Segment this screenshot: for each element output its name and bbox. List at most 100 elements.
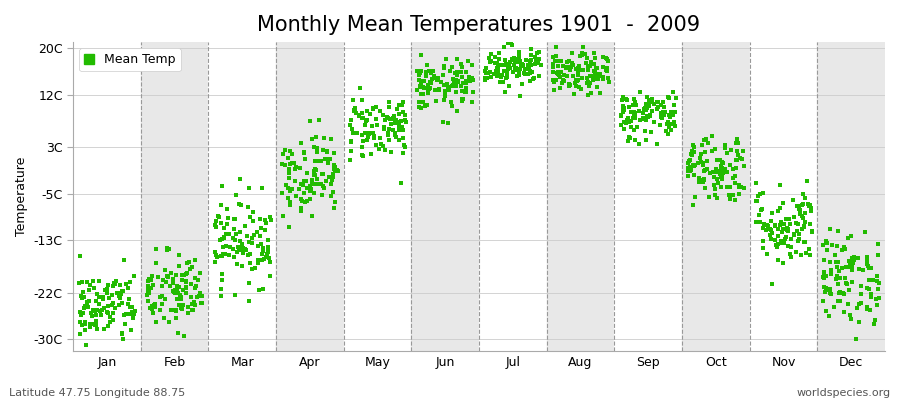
- Point: [140, 292, 154, 298]
- Point: [309, 134, 323, 141]
- Point: [412, 76, 427, 83]
- Point: [316, 183, 330, 189]
- Point: [75, 279, 89, 285]
- Point: [423, 85, 437, 92]
- Point: [158, 296, 172, 302]
- Point: [526, 75, 541, 82]
- Point: [465, 62, 480, 68]
- Point: [214, 253, 229, 260]
- Point: [823, 290, 837, 296]
- Point: [868, 316, 882, 323]
- Point: [692, 178, 706, 185]
- Point: [455, 96, 470, 102]
- Point: [428, 97, 443, 104]
- Point: [148, 260, 163, 266]
- Point: [780, 226, 795, 232]
- Point: [727, 180, 742, 186]
- Point: [153, 306, 167, 313]
- Point: [647, 101, 662, 108]
- Point: [82, 287, 96, 293]
- Point: [620, 96, 634, 103]
- Point: [289, 164, 303, 170]
- Point: [562, 83, 576, 89]
- Point: [444, 99, 458, 106]
- Point: [507, 62, 521, 69]
- Point: [513, 92, 527, 99]
- Point: [86, 321, 101, 327]
- Point: [103, 294, 117, 301]
- Point: [500, 69, 514, 76]
- Point: [378, 147, 392, 153]
- Point: [94, 306, 109, 313]
- Point: [786, 196, 800, 203]
- Point: [94, 312, 108, 318]
- Point: [308, 158, 322, 164]
- Point: [698, 166, 712, 173]
- Point: [713, 171, 727, 177]
- Point: [571, 65, 585, 72]
- Point: [466, 77, 481, 84]
- Point: [242, 298, 256, 304]
- Point: [795, 213, 809, 219]
- Point: [546, 64, 561, 70]
- Point: [252, 286, 266, 293]
- Point: [235, 240, 249, 247]
- Point: [73, 319, 87, 326]
- Point: [346, 97, 361, 103]
- Point: [680, 164, 695, 171]
- Point: [100, 286, 114, 292]
- Point: [359, 118, 374, 124]
- Point: [519, 56, 534, 63]
- Point: [356, 153, 370, 160]
- Point: [320, 156, 334, 162]
- Point: [436, 119, 450, 126]
- Point: [140, 283, 155, 289]
- Point: [780, 225, 795, 232]
- Point: [166, 288, 180, 294]
- Point: [843, 262, 858, 268]
- Point: [306, 172, 320, 178]
- Point: [523, 68, 537, 74]
- Point: [369, 104, 383, 110]
- Point: [518, 66, 533, 72]
- Point: [179, 283, 194, 290]
- Title: Monthly Mean Temperatures 1901  -  2009: Monthly Mean Temperatures 1901 - 2009: [257, 15, 700, 35]
- Point: [662, 113, 677, 119]
- Point: [839, 280, 853, 286]
- Point: [144, 277, 158, 283]
- Point: [860, 304, 874, 311]
- Point: [702, 193, 716, 200]
- Point: [215, 235, 230, 242]
- Point: [194, 290, 208, 296]
- Point: [158, 267, 173, 274]
- Point: [324, 193, 338, 200]
- Point: [235, 243, 249, 249]
- Point: [160, 273, 175, 279]
- Point: [214, 202, 229, 208]
- Point: [804, 204, 818, 211]
- Point: [219, 243, 233, 250]
- Point: [417, 85, 431, 91]
- Point: [835, 247, 850, 254]
- Point: [100, 290, 114, 296]
- Point: [454, 87, 469, 94]
- Point: [446, 78, 461, 84]
- Point: [815, 242, 830, 248]
- Point: [448, 76, 463, 83]
- Point: [831, 281, 845, 287]
- Point: [709, 157, 724, 163]
- Point: [178, 285, 193, 291]
- Point: [831, 228, 845, 234]
- Point: [682, 164, 697, 170]
- Point: [778, 234, 793, 240]
- Point: [627, 114, 642, 121]
- Point: [443, 68, 457, 74]
- Point: [414, 105, 428, 111]
- Point: [575, 52, 590, 58]
- Point: [718, 166, 733, 172]
- Point: [343, 148, 357, 154]
- Point: [275, 190, 290, 196]
- Point: [411, 98, 426, 105]
- Point: [377, 125, 392, 132]
- Point: [315, 192, 329, 198]
